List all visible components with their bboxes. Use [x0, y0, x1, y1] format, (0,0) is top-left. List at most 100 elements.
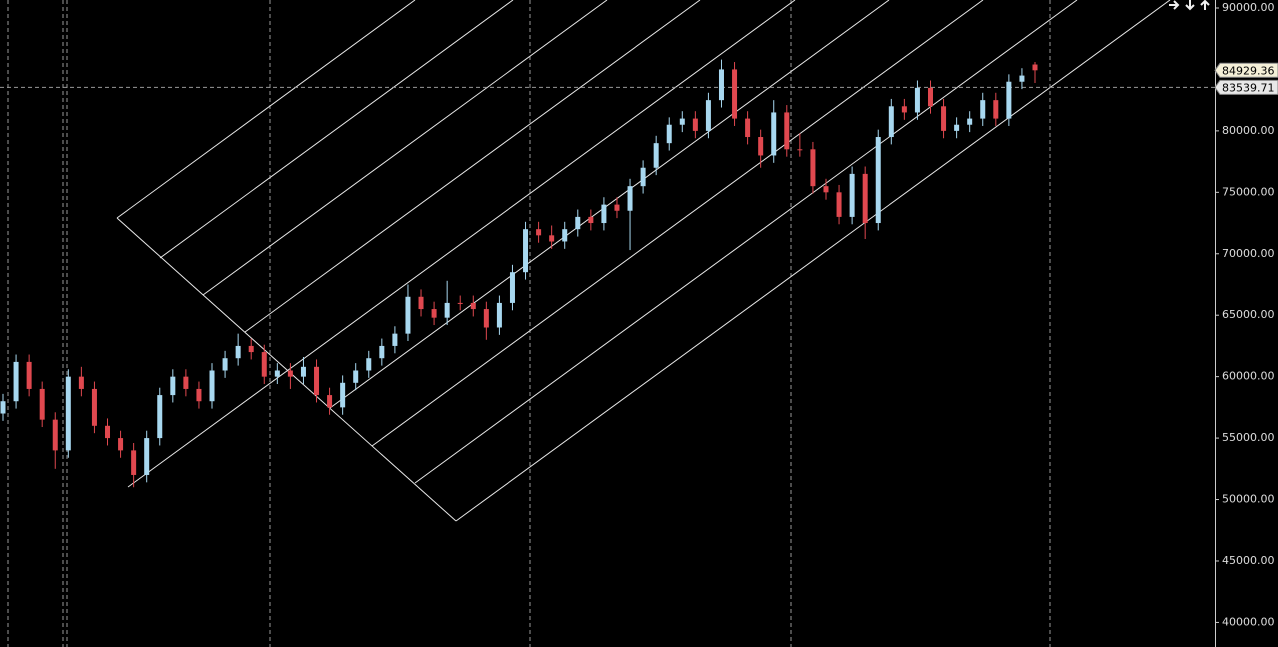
candle-body — [627, 186, 633, 211]
candle-body — [274, 370, 280, 377]
candle-body — [666, 124, 672, 144]
y-tick-label: 90000.00 — [1222, 1, 1275, 14]
fork-line — [159, 0, 514, 259]
candle-body — [575, 216, 581, 230]
fork-line — [127, 0, 796, 488]
fork-line — [329, 0, 890, 409]
candle-body — [248, 345, 254, 353]
candle-body — [718, 69, 724, 101]
candle-body — [314, 366, 320, 396]
fork-line — [202, 0, 608, 296]
candle-body — [52, 419, 58, 451]
candle-body — [901, 106, 907, 113]
candle-body — [431, 309, 437, 318]
toolbar-icons[interactable] — [1169, 0, 1210, 11]
price-marker — [1214, 79, 1278, 95]
candle-body — [810, 149, 816, 187]
candle-body — [261, 352, 267, 377]
candle-body — [797, 149, 803, 151]
candle-body — [941, 106, 947, 131]
candle-body — [39, 388, 45, 420]
candle-body — [366, 358, 372, 371]
candle-body — [483, 309, 489, 328]
fork-line — [371, 0, 984, 447]
axis-labels: 40000.00 45000.00 50000.00 55000.00 60000.00… — [1214, 1, 1278, 628]
candle-body — [457, 302, 463, 304]
candle-body — [392, 333, 398, 346]
candle-body — [144, 438, 150, 475]
candle-body — [954, 124, 960, 131]
candle-body — [614, 204, 620, 211]
candle-body — [196, 388, 202, 402]
candle-body — [758, 137, 764, 156]
fork-base — [116, 217, 457, 522]
y-tick-label: 40000.00 — [1222, 615, 1275, 628]
candle-body — [679, 118, 685, 125]
candle-body — [771, 112, 777, 156]
pitchfork — [116, 0, 1171, 522]
arrow-down-icon[interactable] — [1185, 0, 1195, 11]
candle-body — [105, 425, 111, 439]
candle-body — [300, 366, 306, 377]
candle-body — [157, 395, 163, 439]
fork-line — [414, 0, 1078, 484]
candle-body — [967, 118, 973, 125]
candle-body — [444, 302, 450, 318]
candle-body — [823, 186, 829, 193]
y-tick-label: 60000.00 — [1222, 370, 1275, 383]
candle-body — [470, 302, 476, 310]
candle-body — [549, 235, 555, 242]
candle-body — [653, 143, 659, 168]
candle-body — [65, 376, 71, 451]
candle-body — [13, 361, 19, 402]
candle-body — [1032, 64, 1038, 71]
candle-body — [183, 376, 189, 389]
candle-body — [509, 272, 515, 303]
candle-body — [705, 100, 711, 131]
candle-body — [496, 302, 502, 328]
y-tick-label: 80000.00 — [1222, 124, 1275, 137]
candle-body — [640, 167, 646, 187]
candle-body — [170, 376, 176, 396]
candle-body — [523, 229, 529, 273]
candle-body — [379, 345, 385, 359]
candle-body — [862, 173, 868, 224]
fork-line — [116, 0, 416, 219]
candle-body — [235, 345, 241, 359]
arrow-up-icon[interactable] — [1200, 0, 1210, 10]
candle-body — [26, 361, 32, 389]
candle-body — [588, 216, 594, 224]
price-marker-label: 84929.36 — [1222, 64, 1275, 77]
candle-body — [849, 173, 855, 217]
y-tick-label: 55000.00 — [1222, 431, 1275, 444]
candle-body — [418, 296, 424, 310]
candle-body — [836, 192, 842, 217]
candle-body — [0, 401, 6, 414]
candle-body — [209, 370, 215, 402]
candle-body — [287, 370, 293, 377]
candle-body — [91, 388, 97, 426]
candle-body — [875, 137, 881, 224]
candle-body — [914, 87, 920, 113]
candle-body — [353, 370, 359, 383]
fork-line — [244, 0, 701, 333]
candle-body — [927, 87, 933, 107]
candle-body — [131, 450, 137, 475]
candle-body — [78, 376, 84, 389]
candle-body — [1006, 81, 1012, 119]
price-axis — [1215, 0, 1278, 647]
y-tick-label: 65000.00 — [1222, 308, 1275, 321]
candle-body — [980, 100, 986, 119]
price-marker — [1214, 62, 1278, 78]
arrow-right-icon[interactable] — [1169, 0, 1180, 10]
candle-body — [1019, 75, 1025, 82]
y-tick-label: 45000.00 — [1222, 554, 1275, 567]
candle-body — [692, 118, 698, 131]
candle-body — [784, 112, 790, 150]
candle-body — [222, 358, 228, 371]
candles — [0, 59, 1215, 488]
candle-body — [118, 438, 124, 451]
